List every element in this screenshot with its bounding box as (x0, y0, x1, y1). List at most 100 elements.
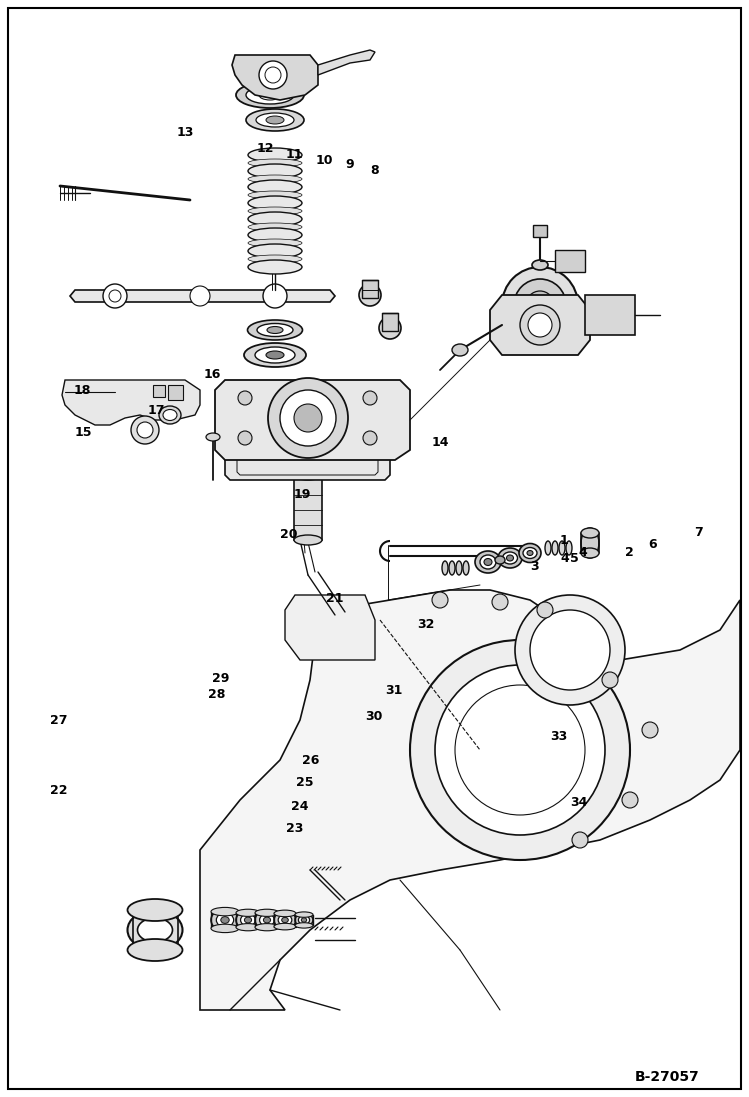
Text: 6: 6 (648, 538, 657, 551)
Ellipse shape (236, 909, 260, 916)
Ellipse shape (359, 284, 381, 306)
Ellipse shape (495, 556, 505, 564)
Circle shape (259, 61, 287, 89)
Polygon shape (285, 595, 375, 660)
Text: 20: 20 (280, 528, 297, 541)
Ellipse shape (236, 924, 260, 930)
Text: 33: 33 (550, 731, 567, 744)
Bar (533, 225, 547, 237)
Circle shape (537, 602, 553, 618)
Text: 32: 32 (417, 618, 434, 631)
Circle shape (528, 313, 552, 337)
Circle shape (492, 593, 508, 610)
Ellipse shape (248, 159, 302, 167)
Text: 24: 24 (291, 800, 309, 813)
Bar (555, 250, 585, 272)
Bar (362, 280, 378, 298)
Ellipse shape (240, 914, 255, 926)
Ellipse shape (127, 939, 183, 961)
Polygon shape (490, 295, 590, 355)
Text: 4: 4 (578, 546, 586, 559)
Circle shape (238, 431, 252, 445)
Ellipse shape (248, 191, 302, 199)
Ellipse shape (248, 223, 302, 231)
Ellipse shape (246, 86, 294, 104)
Text: 16: 16 (204, 367, 222, 381)
Ellipse shape (267, 327, 283, 333)
Ellipse shape (236, 911, 260, 929)
Ellipse shape (255, 911, 279, 929)
Ellipse shape (248, 244, 302, 258)
Ellipse shape (248, 176, 302, 183)
Polygon shape (318, 50, 375, 75)
Ellipse shape (463, 561, 469, 575)
Text: 1: 1 (560, 533, 568, 546)
Text: 9: 9 (345, 158, 354, 171)
Ellipse shape (127, 911, 183, 950)
Text: 7: 7 (694, 525, 703, 539)
Circle shape (432, 592, 448, 608)
Text: B-27057: B-27057 (635, 1070, 700, 1084)
Ellipse shape (559, 541, 565, 555)
Text: 25: 25 (296, 777, 314, 790)
Circle shape (572, 832, 588, 848)
Polygon shape (215, 380, 410, 460)
Circle shape (642, 722, 658, 738)
Text: 30: 30 (365, 711, 383, 724)
Circle shape (137, 422, 153, 438)
Text: 15: 15 (75, 426, 92, 439)
Text: 22: 22 (50, 783, 67, 796)
Text: 19: 19 (294, 487, 312, 500)
Ellipse shape (295, 913, 313, 927)
Circle shape (238, 391, 252, 405)
Polygon shape (62, 380, 200, 425)
Ellipse shape (532, 260, 548, 270)
Ellipse shape (274, 911, 296, 917)
Ellipse shape (163, 409, 177, 420)
Ellipse shape (248, 148, 302, 162)
Ellipse shape (246, 109, 304, 131)
Text: 11: 11 (286, 148, 303, 161)
Ellipse shape (248, 239, 302, 247)
Ellipse shape (298, 916, 309, 925)
Text: 27: 27 (50, 713, 67, 726)
Circle shape (280, 391, 336, 446)
Ellipse shape (266, 116, 284, 124)
Text: 2: 2 (625, 546, 634, 559)
Ellipse shape (248, 255, 302, 263)
Circle shape (363, 431, 377, 445)
Ellipse shape (211, 907, 239, 916)
Ellipse shape (127, 900, 183, 921)
Ellipse shape (248, 212, 302, 226)
Polygon shape (232, 55, 318, 100)
Circle shape (410, 640, 630, 860)
Circle shape (514, 279, 566, 331)
Ellipse shape (475, 551, 501, 573)
Circle shape (502, 267, 578, 343)
Text: 26: 26 (302, 754, 319, 767)
Bar (168, 385, 183, 400)
Ellipse shape (552, 541, 558, 555)
Ellipse shape (480, 555, 496, 569)
Ellipse shape (506, 555, 514, 561)
Text: 5: 5 (570, 552, 579, 565)
Ellipse shape (581, 548, 599, 558)
Ellipse shape (255, 347, 295, 363)
Text: 13: 13 (177, 126, 195, 139)
Circle shape (363, 391, 377, 405)
Ellipse shape (545, 541, 551, 555)
Ellipse shape (527, 551, 533, 555)
Ellipse shape (452, 344, 468, 357)
Circle shape (455, 685, 585, 815)
Text: 8: 8 (370, 163, 379, 177)
Ellipse shape (266, 351, 284, 359)
Ellipse shape (248, 163, 302, 178)
Circle shape (190, 286, 210, 306)
Ellipse shape (295, 912, 313, 917)
Bar (382, 313, 398, 331)
Ellipse shape (274, 912, 296, 929)
Text: 12: 12 (257, 142, 274, 155)
Ellipse shape (255, 924, 279, 930)
Bar (585, 295, 635, 335)
Ellipse shape (282, 917, 288, 923)
